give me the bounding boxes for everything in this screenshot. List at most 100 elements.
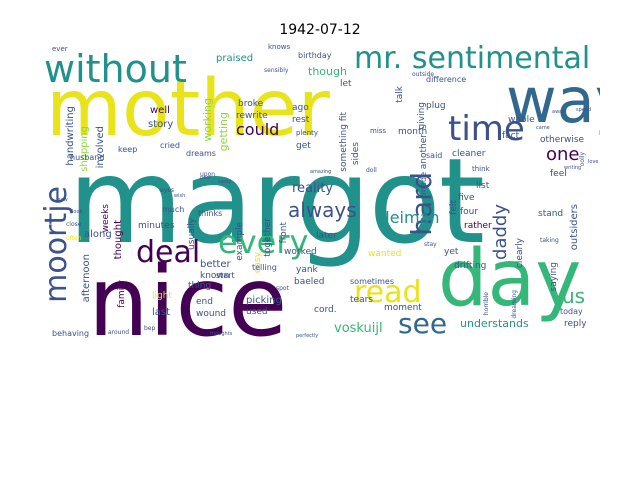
word-could: could xyxy=(236,120,280,139)
word-four: four xyxy=(460,207,479,217)
word-weeks: weeks xyxy=(101,204,111,233)
word-think: think xyxy=(472,165,490,173)
word-away: away xyxy=(552,109,566,115)
word-picking: picking xyxy=(246,295,282,306)
word-though: though xyxy=(308,65,347,78)
word-reply: reply xyxy=(564,319,587,329)
word-husband: husband xyxy=(70,153,105,162)
word-used: used xyxy=(246,307,268,317)
word-well: well xyxy=(150,105,170,116)
word-yet: yet xyxy=(444,247,459,257)
word-moortje: moortje xyxy=(40,186,74,303)
word-mother: mother xyxy=(46,64,330,154)
word-usually: usually xyxy=(187,218,197,250)
word-later: later xyxy=(316,231,337,241)
word-upon: upon xyxy=(200,171,216,178)
word-bep: bep xyxy=(144,325,156,332)
word-otherwise: otherwise xyxy=(540,135,585,145)
word-saw: saw xyxy=(58,197,68,203)
word-front: front xyxy=(279,222,289,244)
word-fact: fact xyxy=(502,131,520,141)
word-getting: getting xyxy=(217,112,230,152)
word-always: always xyxy=(288,198,357,222)
word-today: today xyxy=(560,307,583,316)
word-talk: talk xyxy=(395,86,405,103)
word-feel: feel xyxy=(550,169,567,179)
word-writing: writing xyxy=(564,165,582,171)
word-start: start xyxy=(216,271,235,280)
word-sides: sides xyxy=(351,142,361,166)
word-understands: understands xyxy=(460,317,529,330)
word-whole: whole xyxy=(508,115,535,125)
word-better: better xyxy=(200,259,231,270)
word-sometimes: sometimes xyxy=(350,277,395,286)
word-wish: wish xyxy=(174,193,186,199)
word-without: without xyxy=(44,47,187,91)
word-story: story xyxy=(148,119,174,130)
word-outsiders: outsiders xyxy=(569,204,580,251)
chart-title: 1942-07-12 xyxy=(279,22,361,38)
word-wanted: wanted xyxy=(368,249,402,259)
word-along: along xyxy=(84,229,112,240)
word-close: close xyxy=(66,221,82,228)
word-month: month xyxy=(398,127,428,137)
word-made: made xyxy=(419,172,428,195)
word-outside: outside xyxy=(412,71,435,78)
word-love: love xyxy=(588,159,599,165)
word-shopping: shopping xyxy=(79,126,90,172)
word-taking: taking xyxy=(540,237,559,244)
word-difference: difference xyxy=(426,75,467,84)
word-dreams: dreams xyxy=(186,149,216,158)
word-get: get xyxy=(296,141,311,151)
word-praised: praised xyxy=(216,53,254,64)
word-cried: cried xyxy=(160,141,180,150)
word-let: let xyxy=(340,79,352,89)
word-nice: nice xyxy=(88,246,288,358)
word-cloud: margot mother nice day way without mr. s… xyxy=(40,42,600,358)
word-time: time xyxy=(448,109,525,149)
word-rather: rather xyxy=(464,221,492,231)
word-miss: miss xyxy=(370,127,387,135)
word-dreaming: dreaming xyxy=(511,290,518,319)
word-behaving: behaving xyxy=(52,329,90,338)
word-sensibly: sensibly xyxy=(264,67,289,74)
word-family: family xyxy=(117,280,127,308)
word-telling: telling xyxy=(252,263,277,272)
word-example: example xyxy=(235,222,245,261)
word-plenty: plenty xyxy=(296,129,319,137)
word-sadly: sadly xyxy=(218,179,232,185)
word-list: list xyxy=(476,181,490,191)
word-kleiman: kleiman xyxy=(376,208,440,227)
word-wound: wound xyxy=(196,309,226,319)
word-birthday: birthday xyxy=(298,51,332,60)
word-clearly: clearly xyxy=(515,238,525,269)
word-thought: thought xyxy=(113,220,124,260)
word-much: much xyxy=(162,205,185,214)
word-every: every xyxy=(218,223,309,261)
word-involved: involved xyxy=(95,126,106,169)
word-knows: knows xyxy=(268,43,291,51)
word-deal: deal xyxy=(136,235,201,270)
word-doll: doll xyxy=(366,167,377,174)
word-together: together xyxy=(263,218,273,257)
word-stay: stay xyxy=(424,241,437,248)
word-last: last xyxy=(152,307,171,318)
word-often: often xyxy=(66,235,82,242)
word-said: said xyxy=(426,151,443,160)
word-saying: saying xyxy=(549,262,559,292)
word-stand: stand xyxy=(538,209,564,219)
word-afternoon: afternoon xyxy=(81,254,92,303)
word-end: end xyxy=(196,297,213,307)
word-ago: ago xyxy=(292,103,309,113)
word-yank: yank xyxy=(296,265,318,275)
word-worked: worked xyxy=(284,247,317,257)
word-around: around xyxy=(108,329,130,336)
word-baeled: baeled xyxy=(294,277,325,287)
word-see: see xyxy=(398,307,448,340)
word-way: way xyxy=(506,64,600,137)
word-keep: keep xyxy=(118,145,138,154)
word-known: known xyxy=(200,271,230,281)
word-speed: speed xyxy=(576,107,592,113)
word-horrible: horrible xyxy=(483,292,490,316)
word-day: day xyxy=(438,234,582,324)
